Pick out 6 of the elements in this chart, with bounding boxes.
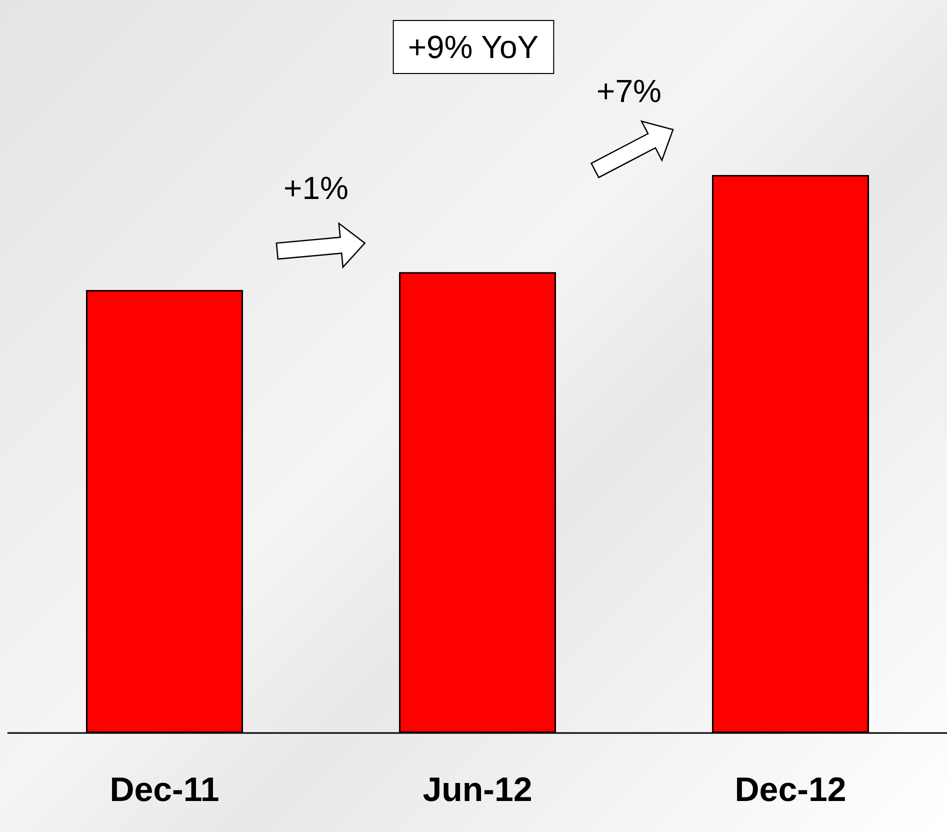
annotation: +1%: [284, 170, 348, 206]
text: +7%: [596, 73, 662, 109]
x-tick-label: Dec-12: [734, 771, 846, 809]
x-tick-label: Dec-11: [110, 771, 220, 809]
x-tick-label: Jun-12: [422, 771, 532, 809]
text: +9% YoY: [408, 29, 539, 65]
